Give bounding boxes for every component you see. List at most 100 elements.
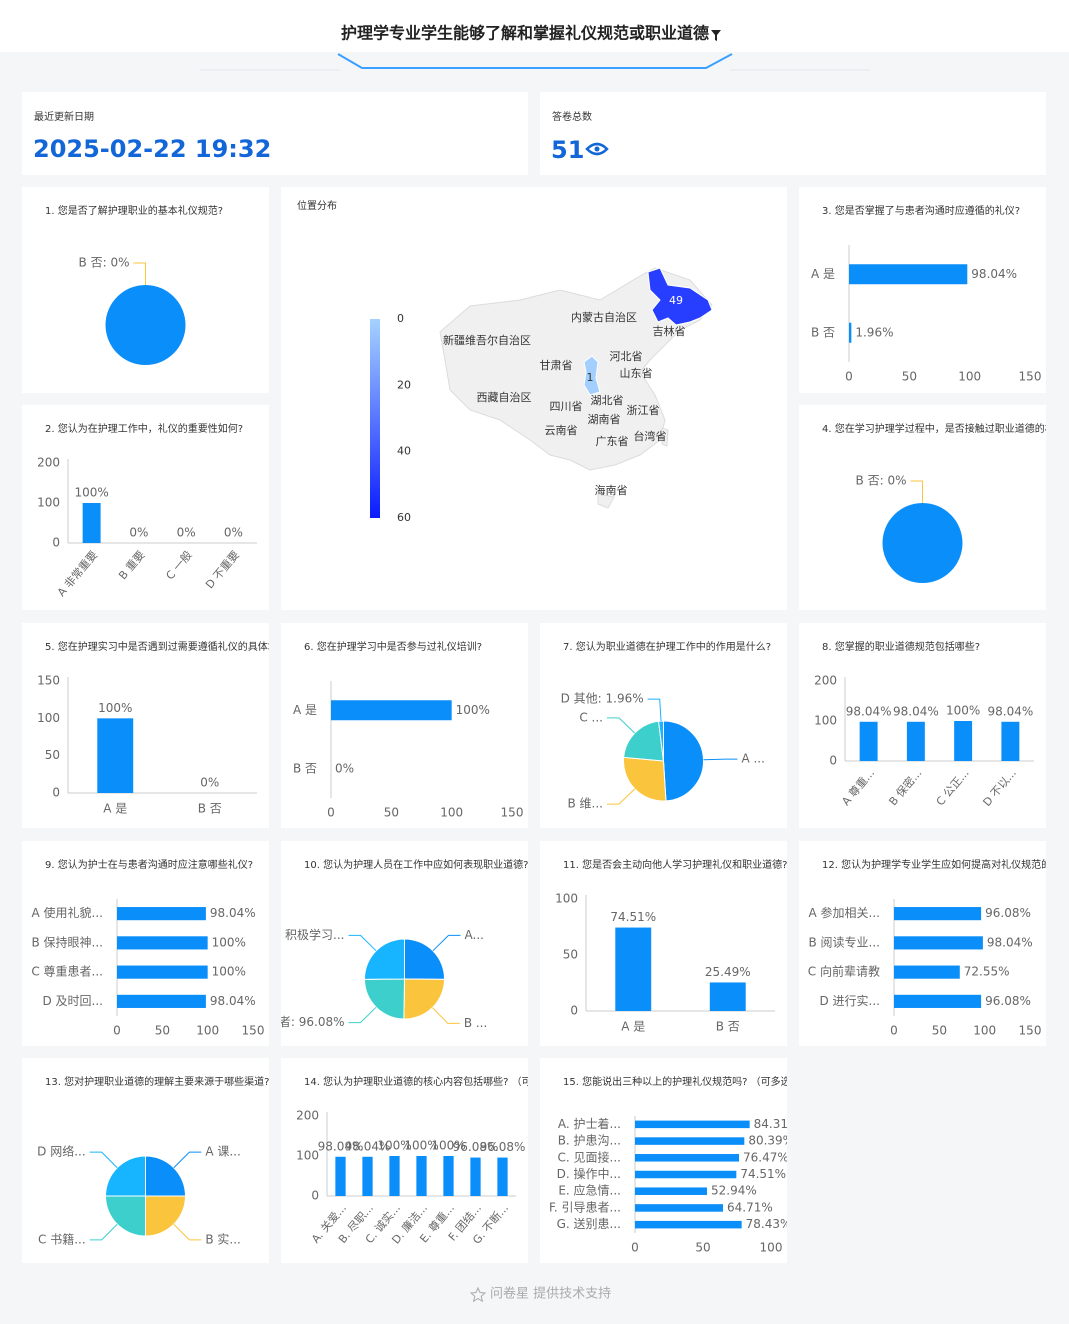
bar [635, 1120, 750, 1129]
x-tick-label: 50 [384, 806, 399, 820]
stat-value: 51 [551, 136, 584, 164]
chart-title: 位置分布 [297, 199, 337, 212]
x-tick-label: 0 [845, 370, 853, 384]
eye-icon[interactable] [585, 142, 609, 156]
y-tick-label: 100 [555, 892, 578, 906]
bar [470, 1157, 481, 1196]
value-label: 52.94% [711, 1184, 757, 1198]
region-label: 四川省 [550, 400, 583, 413]
chart-title: 6. 您在护理学习中是否参与过礼仪培训? [304, 640, 482, 653]
y-tick-label: C. 见面接... [558, 1149, 621, 1164]
value-label: 74.51% [610, 910, 656, 924]
chart-title: 4. 您在学习护理学过程中，是否接触过职业道德的相 [822, 422, 1055, 435]
chart-title: 12. 您认为护理学专业学生应如何提高对礼仪规范的 [822, 858, 1051, 871]
y-tick-label: D. 操作中... [557, 1166, 621, 1181]
x-tick-label: 50 [902, 370, 917, 384]
x-tick-label: 150 [1019, 370, 1042, 384]
y-tick-label: 50 [45, 748, 60, 762]
stat-value: 2025-02-22 19:32 [33, 135, 271, 163]
chart-panel: 3. 您是否掌握了与患者沟通时应遵循的礼仪? 0 50 100 150 A 是 98.04%… [799, 187, 1046, 393]
y-tick-label: B 阅读专业... [809, 934, 881, 949]
region-label: 湖北省 [591, 394, 624, 407]
slice-label: A... [465, 928, 484, 942]
value-label: 0% [129, 526, 148, 540]
chart-panel: 位置分布 49 1 新疆维吾尔自治区 内蒙古自治区吉林省河北省甘肃省山东省西藏自治区四川… [281, 187, 787, 610]
x-tick-label: 50 [932, 1024, 947, 1038]
bar [389, 1156, 400, 1196]
x-tick-label: 100 [196, 1024, 219, 1038]
slice-label: B 维... [567, 797, 603, 811]
y-tick-label: B 否 [293, 761, 317, 775]
footer-icon [469, 1286, 487, 1303]
value-label: 0% [177, 526, 196, 540]
region-label: 山东省 [620, 367, 653, 380]
bar [635, 1154, 739, 1162]
x-tick-label: A 是 [621, 1020, 645, 1034]
bar [416, 1156, 427, 1196]
bar [859, 721, 878, 761]
pie-slice [623, 756, 667, 802]
pie-slice [663, 720, 704, 802]
bar [635, 1204, 724, 1212]
y-tick-label: 0 [52, 536, 60, 550]
slice-label: B ... [464, 1016, 488, 1030]
chart-title: 2. 您认为在护理工作中，礼仪的重要性如何? [45, 422, 243, 435]
panel-background [281, 1058, 528, 1263]
pie-slice [105, 285, 186, 365]
leader-line [348, 934, 377, 952]
y-tick-label: A 是 [293, 703, 317, 717]
eye-pupil [594, 146, 600, 152]
value-label: 100% [946, 704, 980, 718]
y-tick-label: A 参加相关... [809, 905, 880, 920]
footer-text: 问卷星 提供技术支持 [490, 1286, 611, 1302]
bar [849, 322, 852, 343]
filter-icon[interactable] [711, 30, 721, 41]
y-tick-label: 0 [52, 786, 60, 800]
value-label: 98.04% [846, 704, 892, 718]
region-label: 海南省 [595, 483, 628, 497]
region-label: 浙江省 [627, 404, 660, 417]
bar [1001, 721, 1020, 761]
island-outline [597, 427, 669, 509]
bar [635, 1170, 737, 1179]
x-tick-label: 100 [973, 1024, 996, 1038]
value-label: 98.04% [893, 704, 939, 718]
region-label: 内蒙古自治区 [571, 310, 637, 324]
y-tick-label: C 向前辈请教 [808, 964, 880, 979]
chart-panel: 9. 您认为护士在与患者沟通时应注意哪些礼仪? 0 50 100 150 A 使用礼貌..… [22, 841, 269, 1046]
y-tick-label: B. 护患沟... [558, 1134, 621, 1148]
panel-background [281, 623, 528, 828]
country-outline [439, 267, 713, 471]
y-tick-label: 100 [296, 1149, 319, 1163]
color-scale [370, 319, 380, 518]
slice-label: B 否: 0% [79, 256, 130, 270]
y-tick-label: B 保持眼神... [32, 934, 104, 949]
pie-slice [623, 720, 665, 762]
value-label: 80.39% [748, 1134, 794, 1148]
region-value: 1 [587, 371, 594, 384]
y-tick-label: D 进行实... [820, 993, 881, 1008]
value-label: 100% [377, 1139, 411, 1153]
y-tick-label: 100 [37, 711, 60, 725]
region-label: 甘肃省 [540, 359, 573, 372]
chart-panel: 6. 您在护理学习中是否参与过礼仪培训? 0 50 100 150 A 是 100% B 否 0… [281, 623, 528, 828]
x-tick-label: B 否 [716, 1020, 740, 1034]
slice-label: C ... [579, 710, 603, 724]
value-label: 72.55% [964, 965, 1010, 979]
leader-line [647, 698, 662, 722]
header-band [0, 0, 1069, 52]
bar [497, 1157, 508, 1196]
slice-label: A ... [741, 752, 764, 766]
value-label: 84.31% [754, 1117, 800, 1131]
value-label: 100% [74, 486, 108, 500]
slice-label: A 课... [205, 1145, 240, 1159]
value-label: 98.04% [971, 267, 1017, 281]
x-tick-label: 0 [327, 806, 335, 820]
chart-panel: 12. 您认为护理学专业学生应如何提高对礼仪规范的 0 50 100 150 A 参加相关… [799, 841, 1051, 1046]
x-tick-label: 150 [1019, 1024, 1042, 1038]
value-label: 98.04% [345, 1139, 391, 1153]
